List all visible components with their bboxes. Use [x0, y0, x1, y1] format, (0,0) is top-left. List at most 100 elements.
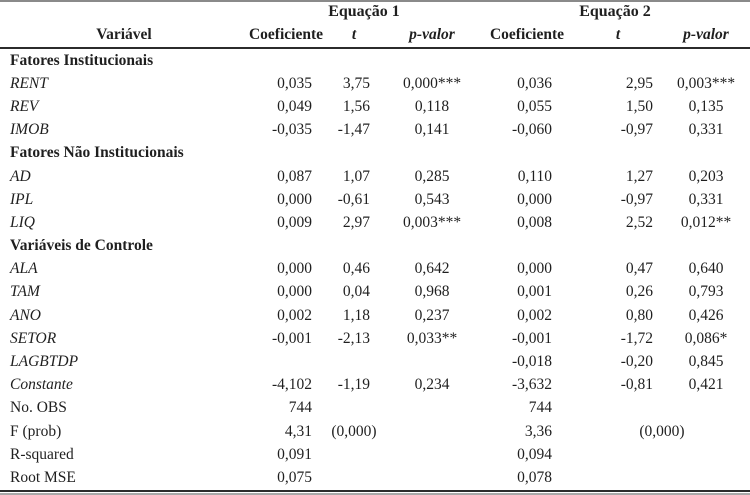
cell-p-eq1: 0,141 [414, 121, 450, 139]
section-label: Variáveis de Controle [10, 237, 153, 255]
cell-coef-eq2: 0,000 [517, 190, 552, 208]
variable-label: IMOB [10, 121, 49, 139]
cell-t-eq1 [324, 397, 384, 420]
cell-coef-eq2: 0,055 [517, 97, 552, 115]
cell-coef-eq1: 0,091 [277, 445, 312, 463]
variable-label: ALA [10, 260, 38, 278]
cell-coef-eq2: 0,000 [517, 260, 552, 278]
cell-t-eq1: (0,000) [331, 422, 377, 440]
cell-coef-eq2: 0,110 [517, 167, 552, 185]
cell-t-eq2 [574, 397, 662, 420]
col-header-variable: Variável [0, 22, 248, 49]
cell-p-eq2: 0,331 [688, 121, 724, 139]
cell-coef-eq2: 744 [528, 399, 552, 417]
cell-t-eq1: -2,13 [337, 329, 370, 347]
cell-coef-eq2: -3,632 [511, 376, 552, 394]
cell-coef-eq2: 0,036 [517, 74, 552, 92]
cell-t-eq1: 0,04 [342, 283, 370, 301]
cell-p-eq2 [662, 443, 750, 466]
cell-coef-eq2: 0,008 [517, 213, 552, 231]
cell-p-eq2: 0,203 [688, 167, 724, 185]
cell-t-eq2: 2,95 [625, 74, 653, 92]
cell-p-eq2: 0,421 [688, 376, 724, 394]
cell-coef-eq1: -0,001 [271, 329, 312, 347]
variable-label: No. OBS [10, 399, 67, 417]
section-label: Fatores Não Institucionais [10, 144, 184, 162]
cell-coef-eq1: 0,035 [277, 74, 312, 92]
col-header-t-eq1: t [324, 22, 384, 49]
corner-empty-cell [0, 1, 248, 22]
cell-p-eq1 [384, 397, 480, 420]
col-header-coef-eq2: Coeficiente [480, 22, 574, 49]
cell-t-eq2 [574, 443, 662, 466]
cell-p-eq2: 0,086* [684, 329, 728, 347]
cell-coef-eq1: 0,087 [277, 167, 312, 185]
cell-p-eq2: 0,640 [688, 260, 724, 278]
cell-t-eq1 [324, 443, 384, 466]
table-row: AD 0,087 1,07 0,285 0,110 1,27 0,203 [0, 165, 750, 188]
cell-coef-eq2: -0,060 [511, 121, 552, 139]
cell-p-eq1 [384, 350, 480, 373]
cell-coef-eq1: 744 [288, 399, 312, 417]
cell-p-eq2 [662, 397, 750, 420]
equation-1-header: Equação 1 [328, 3, 400, 20]
cell-coef-eq1 [248, 350, 324, 373]
equation-group-header-row: Equação 1 Equação 2 [0, 1, 750, 22]
cell-coef-eq2: 3,36 [524, 422, 552, 440]
section-row: Fatores Institucionais [0, 48, 750, 72]
cell-t-eq1: 1,07 [342, 167, 370, 185]
variable-label: IPL [10, 190, 34, 208]
cell-p-eq2: 0,012** [680, 213, 732, 231]
cell-t-eq1: 2,97 [342, 213, 370, 231]
cell-t-eq2: -0,97 [620, 121, 653, 139]
table-row: ANO 0,002 1,18 0,237 0,002 0,80 0,426 [0, 304, 750, 327]
cell-p-eq2: 0,135 [688, 97, 724, 115]
table-row: IPL 0,000 -0,61 0,543 0,000 -0,97 0,331 [0, 188, 750, 211]
cell-t-eq2: 0,80 [625, 306, 653, 324]
cell-t-eq1 [324, 350, 384, 373]
cell-t-eq2: -1,72 [620, 329, 653, 347]
table-row: LIQ 0,009 2,97 0,003*** 0,008 2,52 0,012** [0, 211, 750, 234]
bottom-border-line [0, 492, 750, 495]
cell-coef-eq1: 0,000 [277, 283, 312, 301]
cell-coef-eq2: 0,002 [517, 306, 552, 324]
col-header-p-eq2: p-valor [662, 22, 750, 49]
variable-label: LIQ [10, 213, 35, 231]
cell-p-eq1 [384, 443, 480, 466]
table-row: RENT 0,035 3,75 0,000*** 0,036 2,95 0,003*** [0, 72, 750, 95]
table-row: LAGBTDP -0,018 -0,20 0,845 [0, 350, 750, 373]
cell-t-eq2: 1,50 [625, 97, 653, 115]
variable-label: Root MSE [10, 468, 76, 486]
table-row: SETOR -0,001 -2,13 0,033** -0,001 -1,72 0,086* [0, 327, 750, 350]
table-body: Fatores Institucionais RENT 0,035 3,75 0,000… [0, 48, 750, 491]
cell-t-eq2: -0,20 [620, 353, 653, 371]
variable-label: REV [10, 97, 39, 115]
cell-p-eq1 [384, 466, 480, 490]
column-header-row: Variável Coeficiente t p-valor Coeficien… [0, 22, 750, 49]
cell-p-eq1: 0,285 [414, 167, 450, 185]
table-row: REV 0,049 1,56 0,118 0,055 1,50 0,135 [0, 95, 750, 118]
cell-p-eq2: 0,003*** [676, 74, 736, 92]
cell-t-p-eq2: (0,000) [639, 422, 685, 440]
equation-2-header: Equação 2 [579, 3, 651, 20]
variable-label: TAM [10, 283, 40, 301]
section-row: Fatores Não Institucionais [0, 142, 750, 165]
cell-t-eq1: 3,75 [342, 74, 370, 92]
cell-t-eq2: 2,52 [625, 213, 653, 231]
table-row: IMOB -0,035 -1,47 0,141 -0,060 -0,97 0,331 [0, 119, 750, 142]
cell-coef-eq1: 0,000 [277, 260, 312, 278]
variable-label: SETOR [10, 329, 57, 347]
cell-coef-eq1: -0,035 [271, 121, 312, 139]
variable-label: F (prob) [10, 422, 62, 440]
cell-t-eq2: 1,27 [625, 167, 653, 185]
cell-t-eq1 [324, 466, 384, 490]
cell-coef-eq2: -0,018 [511, 353, 552, 371]
stats-row: Root MSE 0,075 0,078 [0, 466, 750, 490]
cell-coef-eq1: 0,000 [277, 190, 312, 208]
cell-t-eq1: 1,18 [342, 306, 370, 324]
cell-p-eq2 [662, 466, 750, 490]
col-header-coef-eq1: Coeficiente [248, 22, 324, 49]
cell-coef-eq1: 0,009 [277, 213, 312, 231]
